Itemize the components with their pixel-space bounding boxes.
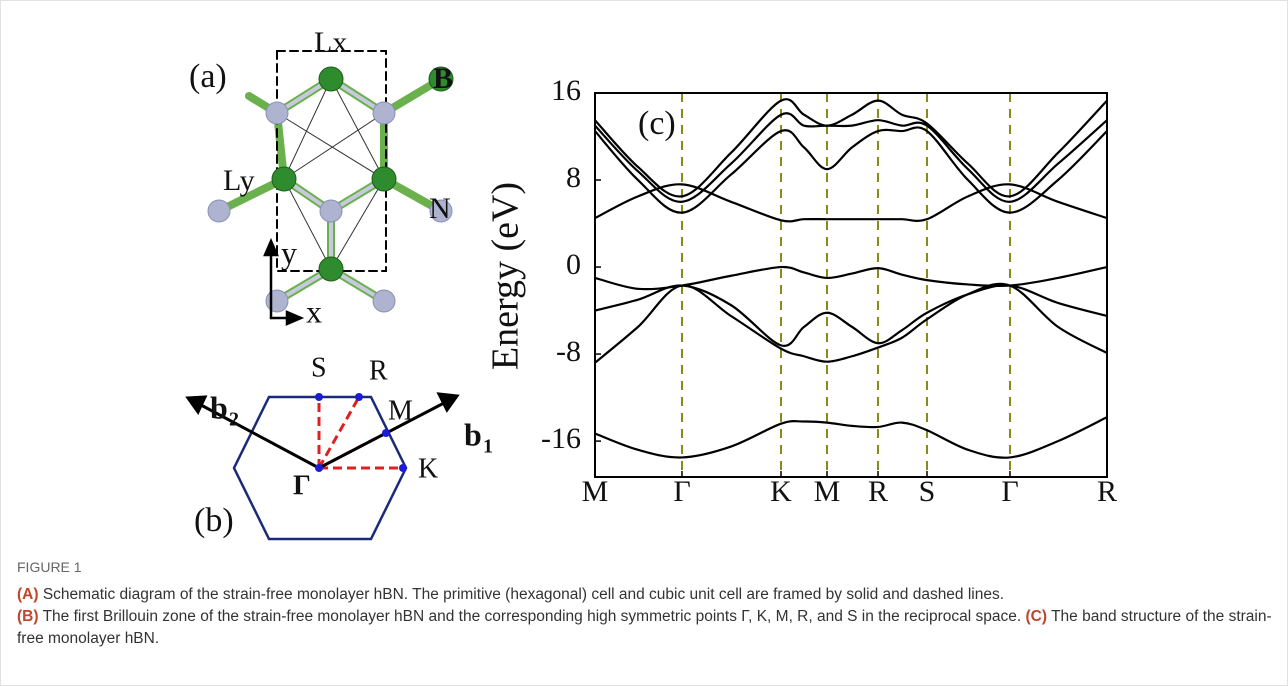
- atom-label: Ly: [223, 164, 255, 197]
- y-tick-label: 16: [551, 74, 581, 107]
- x-tick-label: K: [770, 475, 792, 508]
- vector-label: b: [464, 416, 482, 452]
- band-line: [595, 417, 1107, 458]
- point-label: K: [418, 453, 438, 484]
- x-tick-label: Γ: [673, 475, 690, 508]
- caption: FIGURE 1 (A) Schematic diagram of the st…: [17, 556, 1272, 650]
- caption-part: Schematic diagram of the strain-free mon…: [43, 586, 1004, 603]
- atom-label: N: [429, 192, 451, 225]
- point-label: M: [388, 395, 413, 426]
- x-tick-label: S: [919, 475, 936, 508]
- x-tick-label: M: [582, 475, 609, 508]
- vector-label: 2: [229, 409, 239, 431]
- x-tick-label: R: [1097, 475, 1117, 508]
- plot-frame: [595, 93, 1107, 477]
- point-label: Γ: [293, 470, 311, 501]
- band-line: [595, 284, 1107, 363]
- caption-text: (A) Schematic diagram of the strain-free…: [17, 584, 1272, 650]
- atom-label: Lx: [314, 26, 347, 59]
- y-tick-label: -8: [556, 335, 581, 368]
- panel-label: (c): [638, 105, 676, 142]
- band-line: [595, 285, 1107, 346]
- y-tick-label: 8: [566, 161, 581, 194]
- vector-label: 1: [483, 436, 493, 458]
- caption-part: The first Brillouin zone of the strain-f…: [43, 608, 1022, 625]
- figure: (a) Lx B Ly N y x S R M K Γ b 2 b 1 (b) …: [1, 1, 1287, 551]
- x-tick-label: Γ: [1001, 475, 1018, 508]
- caption-title: FIGURE 1: [17, 556, 1272, 578]
- point-label: S: [311, 352, 327, 383]
- page: (a) Lx B Ly N y x S R M K Γ b 2 b 1 (b) …: [0, 0, 1288, 686]
- atom-label: B: [433, 62, 453, 95]
- point-label: R: [369, 355, 388, 386]
- panel-label: (b): [194, 502, 234, 539]
- caption-label: (C): [1026, 608, 1048, 625]
- axis-label: x: [306, 293, 322, 329]
- caption-label: (B): [17, 608, 39, 625]
- y-axis-title: Energy (eV): [485, 182, 527, 370]
- y-tick-label: -16: [541, 422, 581, 455]
- x-tick-label: M: [814, 475, 841, 508]
- caption-label: (A): [17, 586, 39, 603]
- panel-label: (a): [189, 58, 227, 95]
- vector-label: b: [210, 389, 228, 425]
- x-tick-label: R: [868, 475, 888, 508]
- y-tick-label: 0: [566, 248, 581, 281]
- axis-label: y: [281, 234, 297, 270]
